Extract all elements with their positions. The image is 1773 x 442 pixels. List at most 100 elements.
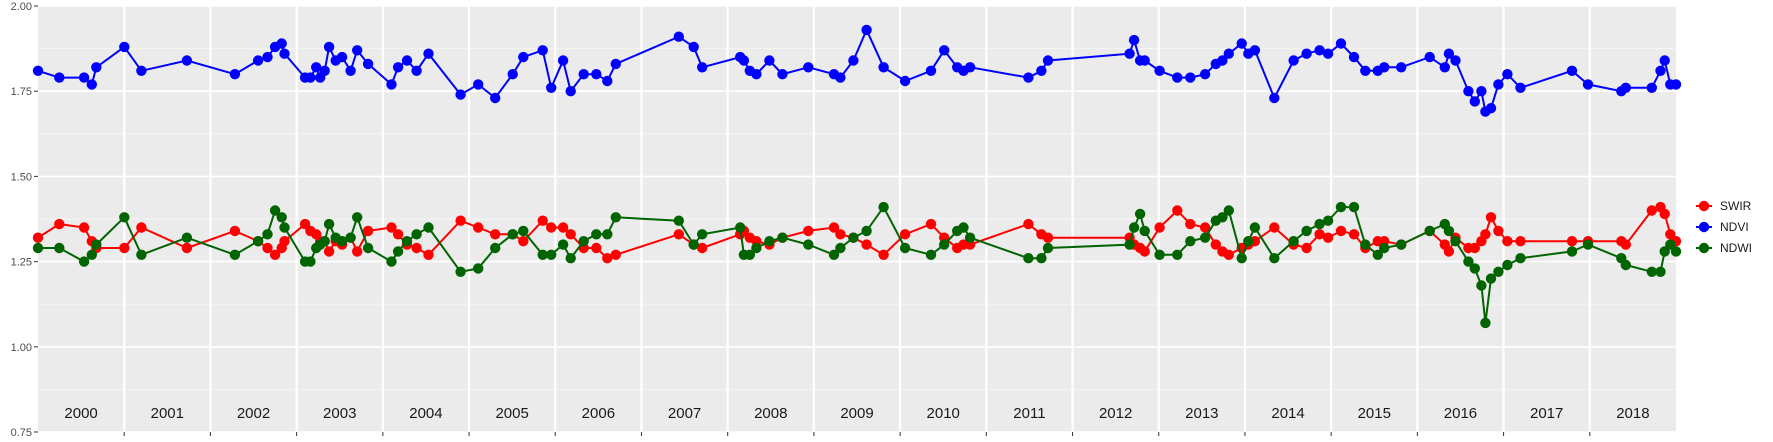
data-point — [673, 31, 684, 42]
data-point — [1493, 225, 1504, 237]
data-point — [1269, 92, 1280, 104]
year-label: 2008 — [754, 405, 787, 422]
data-point — [1670, 79, 1682, 90]
data-point — [537, 45, 548, 56]
data-point — [507, 69, 518, 80]
data-point — [964, 62, 976, 73]
data-point — [119, 242, 130, 254]
data-point — [1335, 38, 1347, 49]
year-labels: 2000 2001 2002 2003 2004 2005 2006 2007 2008 2009… — [64, 405, 1650, 436]
data-point — [490, 229, 501, 240]
data-point — [1236, 253, 1247, 264]
data-point — [1348, 51, 1360, 63]
data-point — [1469, 96, 1481, 107]
data-point — [1154, 249, 1165, 260]
data-point — [276, 212, 287, 223]
data-point — [803, 225, 814, 237]
data-point — [276, 38, 287, 49]
data-point — [1124, 48, 1135, 59]
data-point — [578, 69, 589, 80]
data-point — [473, 222, 484, 233]
data-point — [229, 249, 241, 260]
data-point — [78, 72, 90, 83]
data-point — [362, 242, 374, 254]
legend-item-swir: SWIR — [1696, 199, 1752, 213]
data-point — [1476, 280, 1487, 291]
data-point — [1348, 229, 1360, 240]
data-point — [181, 242, 193, 254]
data-point — [899, 75, 911, 87]
data-point — [1199, 69, 1211, 80]
data-point — [455, 215, 466, 226]
data-point — [1646, 266, 1658, 277]
data-point — [336, 236, 348, 247]
data-point — [744, 249, 755, 260]
data-point — [352, 45, 363, 56]
data-point — [1655, 266, 1666, 277]
data-point — [1515, 253, 1526, 264]
data-point — [32, 242, 44, 254]
data-point — [229, 225, 241, 237]
data-point — [835, 242, 846, 254]
data-point — [1379, 242, 1390, 254]
data-point — [1128, 34, 1140, 46]
data-point — [1210, 239, 1222, 250]
data-point — [1566, 65, 1578, 77]
data-point — [1424, 225, 1435, 237]
year-label: 2009 — [840, 405, 873, 422]
data-point — [411, 242, 422, 254]
data-point — [764, 236, 775, 247]
data-point — [751, 69, 762, 80]
data-point — [602, 253, 613, 264]
data-point — [1443, 48, 1455, 59]
data-point — [1042, 55, 1054, 66]
data-point — [323, 41, 335, 53]
data-point — [473, 79, 484, 90]
data-point — [1322, 215, 1334, 226]
data-point — [86, 249, 98, 260]
data-point — [1243, 236, 1254, 247]
data-point — [1582, 239, 1594, 250]
year-label: 2006 — [582, 405, 615, 422]
data-point — [262, 51, 273, 63]
data-point — [777, 69, 788, 80]
data-point — [610, 249, 621, 260]
year-label: 2004 — [409, 405, 442, 422]
data-point — [262, 242, 273, 254]
legend-label: NDWI — [1720, 241, 1752, 255]
legend-item-ndwi: NDWI — [1696, 241, 1752, 255]
data-point — [136, 65, 147, 77]
data-point — [1042, 242, 1054, 254]
data-point — [1217, 212, 1228, 223]
y-axis: 0.75 1.00 1.25 1.50 1.75 2.00 — [11, 1, 38, 439]
data-point — [1036, 65, 1047, 77]
data-point — [1582, 79, 1594, 90]
data-point — [925, 65, 937, 77]
data-point — [925, 218, 937, 230]
data-point — [565, 229, 576, 240]
data-point — [411, 65, 422, 77]
data-point — [1023, 72, 1034, 83]
data-point — [1314, 229, 1325, 240]
data-point — [557, 222, 569, 233]
data-point — [305, 72, 316, 83]
year-label: 2007 — [668, 405, 701, 422]
data-point — [518, 51, 529, 63]
data-point — [828, 222, 840, 233]
data-point — [565, 253, 576, 264]
data-point — [1396, 239, 1407, 250]
data-point — [764, 55, 775, 66]
data-point — [610, 58, 621, 70]
data-point — [861, 24, 872, 36]
data-point — [1463, 86, 1474, 97]
data-point — [1566, 236, 1578, 247]
data-point — [1480, 317, 1491, 329]
data-point — [964, 232, 976, 243]
data-point — [546, 249, 557, 260]
data-point — [1139, 55, 1150, 66]
data-point — [181, 232, 193, 243]
data-point — [1322, 232, 1334, 243]
data-point — [1439, 62, 1451, 73]
data-point — [1493, 266, 1504, 277]
